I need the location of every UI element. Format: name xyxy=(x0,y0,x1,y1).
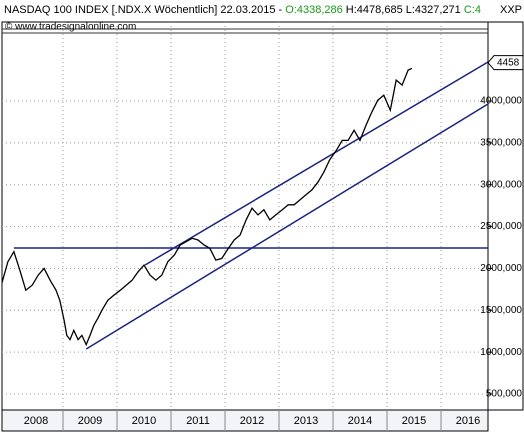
header-right: XXP xyxy=(500,4,522,16)
x-tick-label: 2015 xyxy=(402,415,426,427)
x-tick-label: 2010 xyxy=(132,415,156,427)
x-tick-label: 2014 xyxy=(348,415,372,427)
last-price-label: 4458 xyxy=(497,57,520,68)
header-open: O:4338,286 xyxy=(285,4,343,16)
x-tick-label: 2011 xyxy=(186,415,210,427)
y-tick-label: 3000,000 xyxy=(480,179,522,190)
y-tick-label: 2500,000 xyxy=(480,221,522,232)
price-line xyxy=(1,67,413,347)
y-tick-label: 500,000 xyxy=(486,389,523,400)
y-tick-label: 2000,000 xyxy=(480,263,522,274)
x-axis-panel xyxy=(1,409,489,432)
y-tick-label: 1000,000 xyxy=(480,347,522,358)
y-tick-label: 1500,000 xyxy=(480,305,522,316)
x-tick-label: 2013 xyxy=(294,415,318,427)
plot-frame xyxy=(1,21,489,411)
trendline xyxy=(85,103,489,350)
y-tick-label: 4000,000 xyxy=(480,96,522,107)
y-tick-label: 3500,000 xyxy=(480,138,522,149)
header-text: NASDAQ 100 INDEX [.NDX.X Wöchentlich] 22… xyxy=(4,4,285,16)
header-hl: H:4478,685 L:4327,271 xyxy=(343,4,464,16)
x-tick-label: 2009 xyxy=(78,415,102,427)
marks xyxy=(1,61,489,350)
grid xyxy=(2,22,488,410)
x-tick-label: 2016 xyxy=(456,415,480,427)
x-tick-label: 2008 xyxy=(24,415,48,427)
watermark: © www.tradesignalonline.com xyxy=(5,22,136,33)
trendline xyxy=(144,61,489,266)
x-tick-label: 2012 xyxy=(240,415,264,427)
header: NASDAQ 100 INDEX [.NDX.X Wöchentlich] 22… xyxy=(4,4,481,16)
header-close: C:4 xyxy=(464,4,481,16)
y-axis-panel xyxy=(487,21,524,411)
last-price-box xyxy=(487,55,524,71)
